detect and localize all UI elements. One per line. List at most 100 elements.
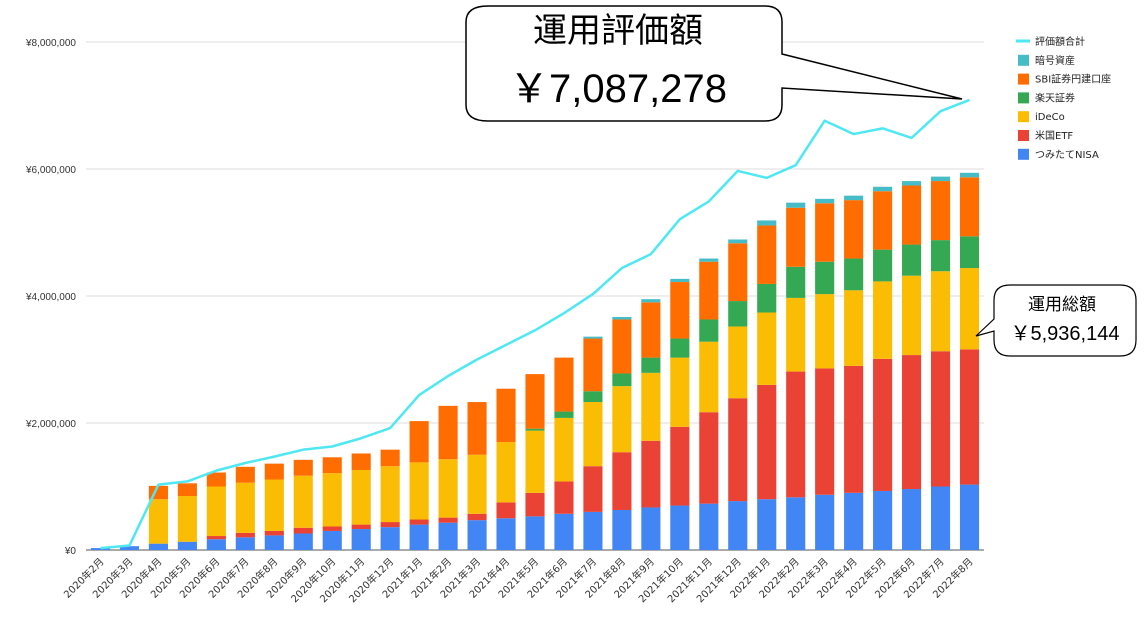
- bar-segment: [177, 496, 197, 542]
- bar-segment: [930, 176, 951, 182]
- bar-segment: [699, 412, 719, 504]
- bar-segment: [786, 371, 806, 498]
- bar-segment: [757, 283, 777, 313]
- bar-segment: [699, 341, 719, 413]
- bar-segment: [959, 484, 980, 550]
- valuation-callout: 運用評価額 ￥7,087,278: [465, 5, 963, 122]
- bar-segment: [786, 207, 806, 267]
- bar-segment: [380, 466, 400, 523]
- legend-swatch: [1018, 54, 1029, 66]
- bar-segment: [902, 181, 922, 186]
- bar-segment: [148, 499, 168, 544]
- bar-segment: [612, 452, 632, 510]
- bar-segment: [930, 240, 951, 272]
- bar-segment: [728, 398, 748, 502]
- legend-swatch: [1018, 111, 1029, 123]
- bar-segment: [930, 486, 951, 550]
- y-tick-label: ¥0: [64, 546, 77, 557]
- bar-segment: [264, 463, 284, 480]
- bar-segment: [351, 529, 371, 550]
- bar-segment: [815, 368, 835, 495]
- bar-segment: [264, 535, 284, 550]
- bar-segment: [786, 266, 806, 298]
- bar-segment: [728, 243, 748, 302]
- bar-segment: [235, 482, 255, 533]
- bar-segment: [930, 351, 951, 487]
- bar-segment: [351, 524, 371, 530]
- bar-segment: [873, 358, 893, 491]
- bar-segment: [438, 522, 458, 550]
- bar-segment: [293, 527, 313, 534]
- bar-segment: [554, 481, 574, 514]
- bar-segment: [235, 532, 255, 538]
- bar-segment: [815, 294, 835, 369]
- bar-segment: [612, 373, 632, 387]
- bar-segment: [670, 338, 690, 358]
- bar-segment: [612, 319, 632, 374]
- bar-segment: [90, 548, 111, 550]
- bar-segment: [293, 533, 313, 550]
- bar-segment: [757, 225, 777, 284]
- bar-segment: [206, 472, 226, 487]
- bar-segment: [641, 507, 661, 550]
- bar-segment: [322, 457, 342, 474]
- bar-segment: [525, 428, 545, 431]
- bar-segment: [844, 492, 864, 550]
- bar-segment: [554, 513, 574, 550]
- bar-segment: [670, 278, 690, 283]
- bar-segment: [583, 466, 603, 512]
- bar-segment: [264, 530, 284, 536]
- bar-segment: [409, 421, 429, 463]
- bar-segment: [902, 275, 922, 356]
- bar-segment: [699, 261, 719, 320]
- bar-segment: [351, 469, 371, 525]
- bar-segment: [728, 239, 748, 244]
- bar-segment: [641, 372, 661, 441]
- bar-segment: [902, 355, 922, 490]
- total-line: [100, 98, 970, 550]
- bar-segment: [554, 411, 574, 418]
- legend-swatch: [1018, 92, 1029, 104]
- bar-segment: [496, 442, 516, 503]
- y-tick-label: ¥4,000,000: [25, 292, 76, 303]
- bar-segment: [815, 261, 835, 295]
- bar-segment: [873, 191, 893, 250]
- bar-segment: [177, 541, 197, 550]
- bar-segment: [699, 258, 719, 262]
- bar-segment: [844, 290, 864, 366]
- bar-segment: [525, 516, 545, 550]
- bar-segment: [467, 513, 487, 521]
- bar-segment: [409, 519, 429, 525]
- bar-segment: [699, 503, 719, 550]
- bar-segment: [844, 200, 864, 259]
- bar-segment: [959, 172, 980, 178]
- bar-segment: [264, 479, 284, 531]
- bar-segment: [235, 537, 255, 550]
- bar-segment: [525, 374, 545, 429]
- bar-segment: [902, 489, 922, 550]
- bar-segment: [438, 517, 458, 523]
- bar-segment: [322, 530, 342, 550]
- bar-segment: [641, 357, 661, 373]
- bar-segment: [467, 402, 487, 455]
- bar-segment: [670, 357, 690, 427]
- bar-segment: [873, 490, 893, 550]
- valuation-callout-title: 運用評価額: [533, 11, 703, 51]
- legend-label: つみたてNISA: [1035, 149, 1099, 161]
- bar-segment: [815, 198, 835, 204]
- legend-label: iDeCo: [1035, 112, 1065, 123]
- legend-label: 暗号資産: [1035, 54, 1075, 67]
- bar-segment: [612, 509, 632, 550]
- bar-segment: [670, 282, 690, 339]
- bar-segment: [930, 271, 951, 352]
- bar-segment: [554, 357, 574, 412]
- bar-segment: [438, 405, 458, 460]
- bar-segment: [873, 186, 893, 192]
- bar-segment: [670, 505, 690, 550]
- bar-segment: [786, 497, 806, 550]
- y-tick-label: ¥6,000,000: [25, 165, 76, 176]
- bar-segment: [959, 349, 980, 485]
- bar-segment: [380, 449, 400, 467]
- bar-segment: [786, 297, 806, 372]
